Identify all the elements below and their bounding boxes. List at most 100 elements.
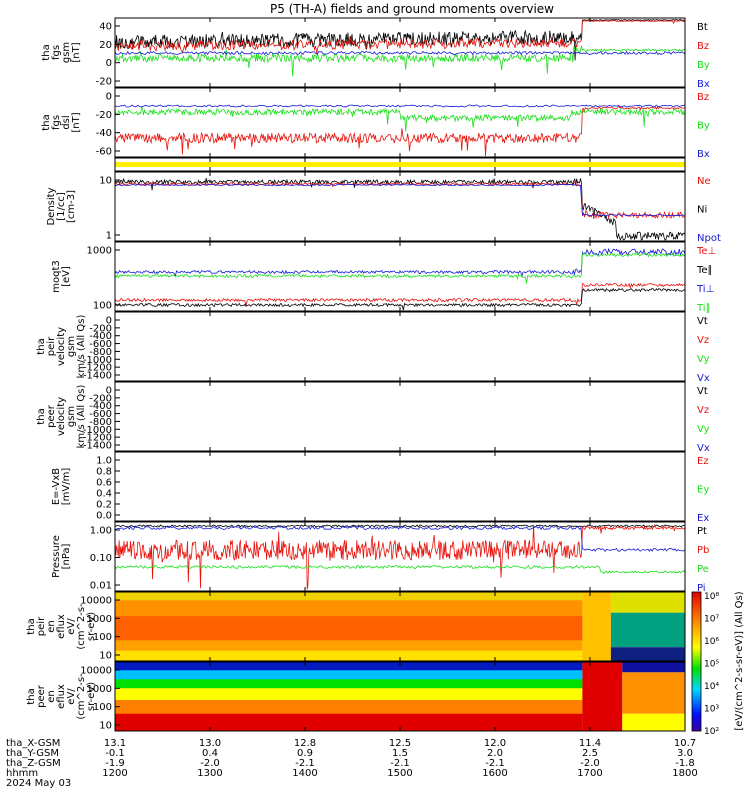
y-tick-label: 10000 — [80, 596, 112, 607]
series-pe — [114, 564, 686, 575]
legend-vt: Vt — [697, 316, 708, 327]
y-axis-label-line: en — [46, 620, 57, 633]
x-row-value: 1.5 — [392, 748, 408, 759]
y-axis-label-line: tha — [36, 408, 47, 424]
y-tick-label: -200 — [89, 323, 112, 334]
y-axis-label-line: (cm^2-s- — [76, 603, 87, 650]
y-axis-label-line: tha — [26, 688, 37, 704]
colorbar-tick-label: 10⁸ — [704, 592, 719, 602]
x-axis-labels: tha_X-GSM 13.1 13.0 12.8 12.5 12.0 11.4 10.7 tha… — [6, 738, 698, 789]
x-row-value: 2.5 — [582, 748, 598, 759]
spec-band — [115, 699, 583, 715]
y-tick-label: -1200 — [83, 363, 112, 374]
y-axis-label: tha peir velocity gsm km/s (All Qs) — [36, 315, 87, 379]
y-tick-label: 100 — [93, 301, 112, 312]
x-row-value: -2.1 — [295, 758, 315, 769]
spec-band — [582, 592, 611, 661]
y-axis-label-line: tha — [41, 114, 52, 130]
legend-bt: Bt — [697, 22, 708, 33]
y-axis-label: tha peir en eflux eV/(cm^2-s-sr-eV) — [26, 603, 97, 650]
y-axis-label-line: Pressure — [51, 535, 62, 578]
y-axis-label-line: eflux — [56, 614, 67, 639]
legend-ne: Ne — [697, 176, 711, 187]
y-axis-label-line: peir — [36, 616, 47, 636]
y-tick-label: -800 — [89, 347, 112, 358]
chart-title: P5 (TH-A) fields and ground moments over… — [270, 2, 554, 16]
colorbar-label: [eV/(cm^2-s-sr-eV)] (All Qs) — [734, 591, 745, 730]
spec-band — [610, 612, 685, 648]
legend-pe: Pe — [697, 564, 709, 575]
x-row-value: 1700 — [577, 768, 602, 779]
y-axis-label-line: fgs — [51, 115, 62, 130]
y-axis-label-line: km/s (All Qs) — [76, 315, 87, 379]
y-axis-label-line: [nT] — [71, 112, 82, 132]
x-row-value: 2.0 — [487, 748, 503, 759]
spec-band — [115, 679, 583, 689]
legend-ti: Ti⊥ — [696, 284, 714, 295]
colorbar-scale — [691, 591, 702, 732]
spec-band — [115, 616, 583, 641]
series-bx — [114, 104, 686, 108]
x-row-value: 1300 — [197, 768, 222, 779]
series-by — [114, 106, 686, 132]
series-tiperp — [114, 247, 686, 278]
y-tick-label: -800 — [89, 417, 112, 428]
panel-2 — [114, 157, 686, 172]
x-row-name: tha_Y-GSM — [6, 748, 59, 759]
spec-band — [622, 662, 685, 673]
y-tick-label: -400 — [89, 331, 112, 342]
y-axis-label-line: fgs — [51, 45, 62, 60]
spec-band — [115, 650, 583, 662]
spec-band — [582, 662, 623, 731]
legend-vy: Vy — [697, 424, 710, 435]
x-row-value: 13.0 — [199, 738, 221, 749]
y-tick-label: 0 — [106, 316, 112, 327]
legend-vt: Vt — [697, 386, 708, 397]
y-tick-label: 10 — [99, 651, 112, 662]
colorbar: 10⁸ 10⁷ 10⁶ 10⁵ 10⁴ 10³ 10² [eV/(cm^2-s-sr-eV)]… — [691, 591, 745, 737]
y-axis-label-line: moqt3 — [51, 260, 62, 293]
y-tick-label: -1000 — [83, 425, 112, 436]
y-axis-label: tha fgs dsl [nT] — [41, 112, 82, 132]
x-row-value: -1.8 — [675, 758, 695, 769]
legend-vz: Vz — [697, 405, 709, 416]
legend-pb: Pb — [697, 545, 709, 556]
legend-bx: Bx — [697, 149, 710, 160]
y-axis-label-line: E=-VxB — [51, 468, 62, 505]
legend-te: Te∥ — [696, 265, 713, 276]
panel-frame — [114, 381, 686, 452]
panel-4: 1000 100 moqt3 [eV] Te⊥ Te∥ Ti⊥ Ti∥ — [51, 241, 716, 314]
legend-ey: Ey — [697, 485, 709, 496]
x-row-value: -2.1 — [485, 758, 505, 769]
y-axis-label-line: dsl — [61, 115, 72, 129]
y-axis-label-line: en — [46, 690, 57, 703]
y-tick-label: 1.00 — [90, 526, 112, 537]
panel-0: 40 20 0 -20 tha fgs gsm [nT] Bt Bz By Bx — [41, 17, 710, 90]
x-row-value: 12.8 — [294, 738, 316, 749]
y-tick-label: -200 — [89, 393, 112, 404]
y-tick-label: 1000 — [87, 684, 112, 695]
x-row-value: 3.0 — [677, 748, 693, 759]
legend-te: Te⊥ — [696, 246, 716, 257]
x-row-value: 12.5 — [389, 738, 411, 749]
y-axis-label-line: [mV/m] — [61, 468, 72, 506]
y-tick-label: -1400 — [83, 441, 112, 452]
y-tick-label: 0.0 — [96, 511, 112, 522]
legend-ex: Ex — [697, 513, 709, 524]
y-axis-label: E=-VxB [mV/m] — [51, 468, 72, 506]
series-tipar — [114, 252, 686, 284]
y-tick-label: 1000 — [87, 614, 112, 625]
x-row-value: -0.1 — [105, 748, 125, 759]
legend-by: By — [697, 121, 710, 132]
y-axis-label-line: [cm-3] — [66, 190, 77, 223]
series-teperp — [114, 282, 686, 306]
colorbar-tick-label: 10² — [704, 727, 719, 737]
x-row-value: 1400 — [292, 768, 317, 779]
y-axis-label-line: (cm^2-s- — [76, 673, 87, 720]
spec-band — [115, 688, 583, 701]
y-tick-label: -1200 — [83, 433, 112, 444]
y-axis-label-line: velocity — [56, 397, 67, 436]
